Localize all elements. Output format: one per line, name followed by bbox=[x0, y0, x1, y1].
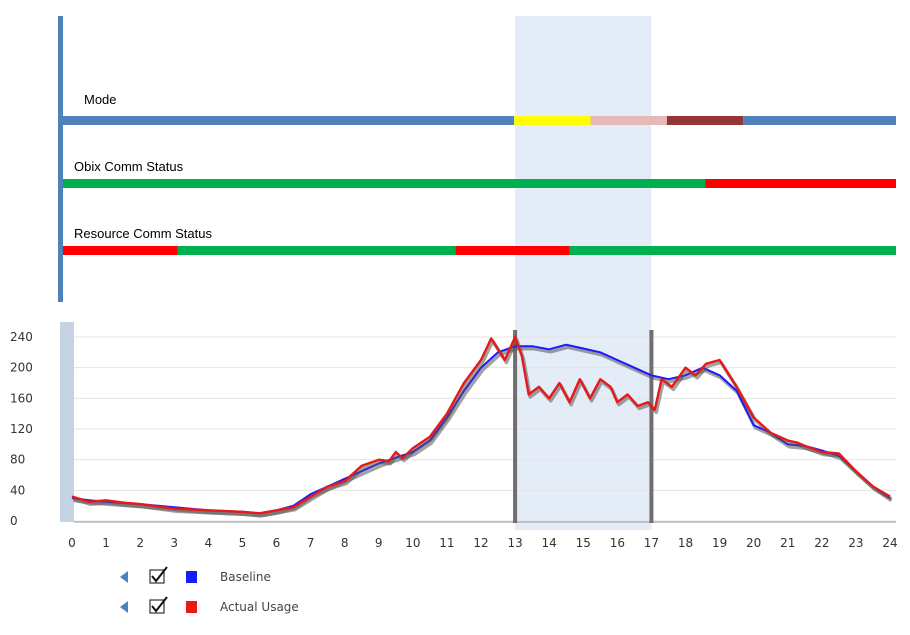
status-bars bbox=[63, 116, 896, 255]
chart-series bbox=[71, 335, 893, 518]
y-tick-label: 80 bbox=[10, 453, 25, 467]
status-panel-axis bbox=[58, 16, 63, 302]
window-marker bbox=[513, 330, 518, 523]
window-markers bbox=[513, 330, 654, 523]
status-segment bbox=[63, 116, 515, 125]
x-tick-label: 16 bbox=[610, 536, 625, 550]
x-tick-label: 0 bbox=[68, 536, 76, 550]
x-tick-label: 20 bbox=[746, 536, 761, 550]
chart-gridlines bbox=[74, 336, 896, 523]
status-row-label-mode: Mode bbox=[84, 92, 117, 107]
status-segment bbox=[569, 246, 896, 255]
chart-y-axis-band bbox=[60, 322, 74, 522]
highlight-window bbox=[515, 16, 652, 530]
x-tick-label: 21 bbox=[780, 536, 795, 550]
window-marker bbox=[649, 330, 654, 523]
status-segment bbox=[705, 179, 896, 188]
chart-y-tick-labels: 0 40 80 120 160 200 240 bbox=[10, 330, 33, 528]
status-segment bbox=[63, 179, 706, 188]
x-tick-label: 23 bbox=[848, 536, 863, 550]
status-segment bbox=[177, 246, 456, 255]
status-segment bbox=[743, 116, 896, 125]
status-row-label-resource: Resource Comm Status bbox=[74, 226, 212, 241]
chart-x-tick-labels: 0 1 2 3 4 5 6 7 8 9 10 11 12 13 14 15 16 17 18 19 20 21 22 23 24 bbox=[68, 536, 897, 550]
legend-checkmark-icon bbox=[151, 596, 168, 613]
x-tick-label: 13 bbox=[507, 536, 522, 550]
x-tick-label: 2 bbox=[136, 536, 144, 550]
x-tick-label: 7 bbox=[307, 536, 315, 550]
x-tick-label: 8 bbox=[341, 536, 349, 550]
y-tick-label: 40 bbox=[10, 483, 25, 497]
x-tick-label: 11 bbox=[439, 536, 454, 550]
status-segment bbox=[63, 246, 178, 255]
y-tick-label: 200 bbox=[10, 361, 33, 375]
legend-swatch bbox=[186, 601, 197, 613]
legend-label: Actual Usage bbox=[220, 600, 299, 614]
x-tick-label: 24 bbox=[882, 536, 897, 550]
x-tick-label: 17 bbox=[644, 536, 659, 550]
series-line bbox=[71, 335, 891, 515]
status-segment bbox=[666, 116, 744, 125]
x-tick-label: 22 bbox=[814, 536, 829, 550]
y-tick-label: 160 bbox=[10, 391, 33, 405]
x-tick-label: 9 bbox=[375, 536, 383, 550]
legend-collapse-arrow-icon bbox=[120, 601, 128, 613]
x-tick-label: 3 bbox=[170, 536, 178, 550]
legend-swatch bbox=[186, 571, 197, 583]
legend-checkmark-icon bbox=[151, 566, 168, 583]
x-tick-label: 5 bbox=[239, 536, 247, 550]
y-tick-label: 240 bbox=[10, 330, 33, 344]
x-tick-label: 6 bbox=[273, 536, 281, 550]
status-segment bbox=[455, 246, 570, 255]
x-tick-label: 14 bbox=[542, 536, 557, 550]
status-row-label-obix: Obix Comm Status bbox=[74, 159, 184, 174]
status-segment bbox=[590, 116, 667, 125]
x-tick-label: 19 bbox=[712, 536, 727, 550]
chart-legend: Baseline Actual Usage bbox=[120, 566, 299, 614]
x-tick-label: 10 bbox=[405, 536, 420, 550]
y-tick-label: 120 bbox=[10, 422, 33, 436]
legend-checkbox bbox=[149, 599, 165, 614]
legend-label: Baseline bbox=[220, 570, 271, 584]
legend-checkbox bbox=[149, 569, 165, 584]
status-segment bbox=[514, 116, 591, 125]
status-panel: Mode Obix Comm Status Resource Comm Stat… bbox=[58, 16, 896, 302]
x-tick-label: 18 bbox=[678, 536, 693, 550]
y-tick-label: 0 bbox=[10, 514, 18, 528]
x-tick-label: 12 bbox=[473, 536, 488, 550]
x-tick-label: 4 bbox=[205, 536, 213, 550]
x-tick-label: 1 bbox=[102, 536, 110, 550]
x-tick-label: 15 bbox=[576, 536, 591, 550]
legend-collapse-arrow-icon bbox=[120, 571, 128, 583]
